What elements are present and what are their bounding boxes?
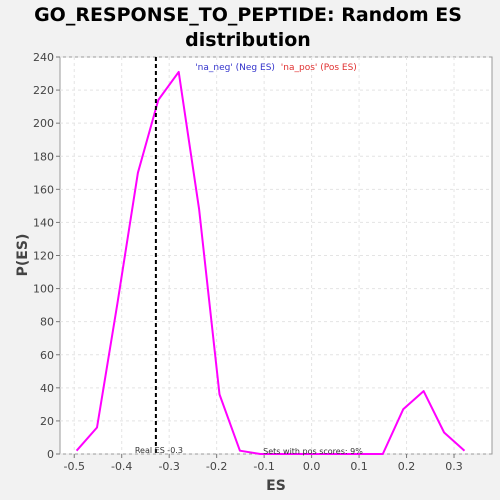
chart-title-line1: GO_RESPONSE_TO_PEPTIDE: Random ES <box>34 4 462 26</box>
real-es-label: Real ES -0.3 <box>135 446 183 455</box>
x-tick-label: 0.1 <box>350 460 368 473</box>
y-tick-label: 200 <box>33 117 54 130</box>
x-tick-label: -0.1 <box>253 460 274 473</box>
x-tick-label: 0.2 <box>398 460 416 473</box>
y-tick-label: 80 <box>40 316 54 329</box>
x-tick-label: -0.3 <box>158 460 179 473</box>
legend-entry-neg: 'na_neg' (Neg ES) <box>195 63 275 73</box>
x-tick-label: 0.0 <box>303 460 321 473</box>
pos-scores-annotation: Sets with pos scores: 9% <box>263 447 363 456</box>
y-tick-label: 120 <box>33 250 54 263</box>
y-tick-label: 220 <box>33 84 54 97</box>
x-tick-label: -0.2 <box>206 460 227 473</box>
y-tick-label: 140 <box>33 216 54 229</box>
y-tick-label: 160 <box>33 183 54 196</box>
x-tick-label: -0.5 <box>64 460 85 473</box>
x-tick-label: 0.3 <box>445 460 463 473</box>
legend-entry-pos: 'na_pos' (Pos ES) <box>281 63 357 73</box>
y-axis-label: P(ES) <box>15 234 31 277</box>
y-tick-label: 20 <box>40 415 54 428</box>
y-tick-label: 0 <box>47 448 54 461</box>
grid <box>60 56 492 455</box>
y-tick-label: 60 <box>40 349 54 362</box>
y-tick-label: 240 <box>33 51 54 64</box>
x-axis: -0.5 -0.4 -0.3 -0.2 -0.1 0.0 0.1 0.2 0.3 <box>64 454 463 473</box>
y-tick-label: 100 <box>33 283 54 296</box>
legend: 'na_neg' (Neg ES) 'na_pos' (Pos ES) <box>195 63 357 73</box>
y-tick-label: 180 <box>33 150 54 163</box>
y-axis: 0 20 40 60 80 100 120 140 160 180 200 220 240 <box>33 51 60 461</box>
series-line <box>75 70 466 455</box>
x-axis-label: ES <box>266 478 286 494</box>
x-tick-label: -0.4 <box>111 460 132 473</box>
chart-title-line2: distribution <box>185 29 311 51</box>
y-tick-label: 40 <box>40 382 54 395</box>
